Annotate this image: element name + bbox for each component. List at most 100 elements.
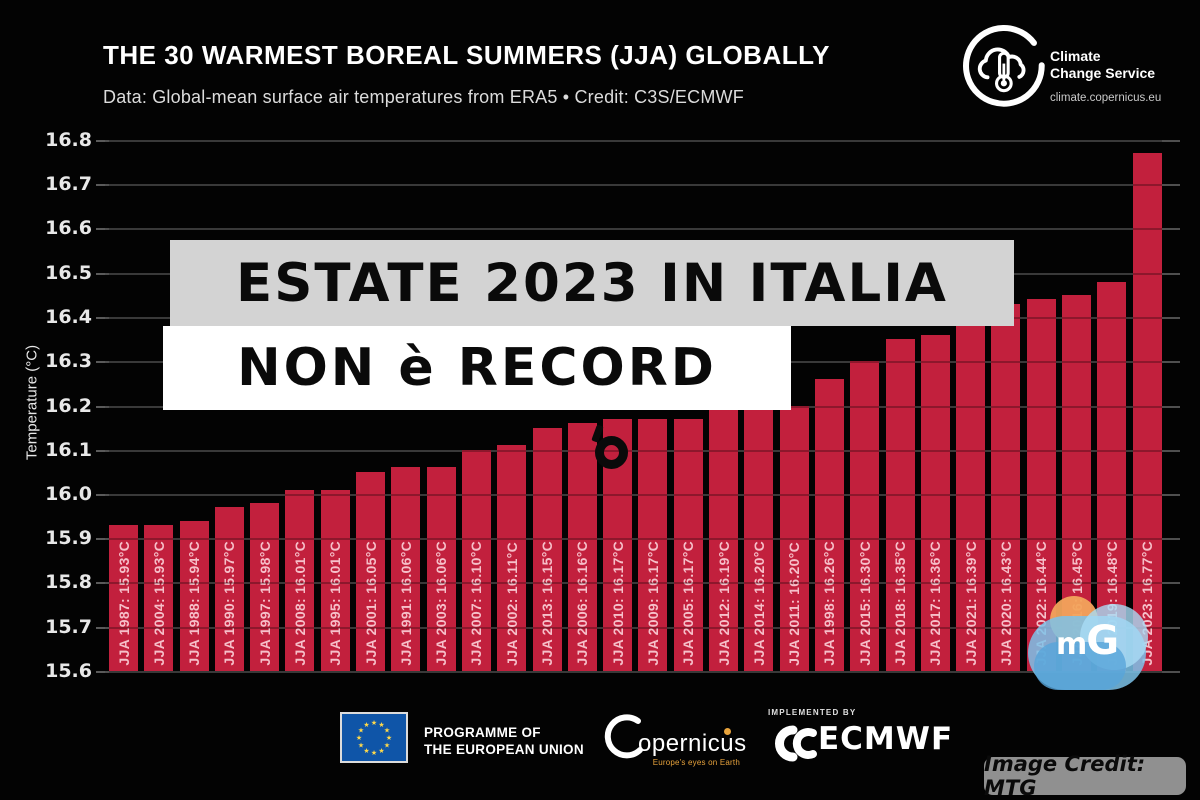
y-tick-label: 15.8 (45, 571, 92, 593)
eu-star: ★ (358, 727, 364, 735)
eu-star: ★ (378, 721, 384, 729)
y-tick-label: 16.1 (45, 439, 92, 461)
copernicus-sun-dot-icon (724, 728, 731, 735)
bar-label: JJA 2005: 16.17°C (680, 541, 697, 666)
ecmwf-logo: IMPLEMENTED BY ECMWF (766, 708, 952, 770)
y-axis-tick (96, 538, 105, 540)
gridline-shadow (109, 538, 1162, 540)
bar-label: JJA 2011: 16.20°C (786, 542, 803, 666)
gridline-shadow (109, 228, 1162, 230)
bar: JJA 2001: 16.05°C (356, 472, 386, 671)
y-axis-tick (96, 184, 105, 186)
copernicus-crescent-icon (604, 714, 643, 759)
bar: JJA 1988: 15.94°C (179, 521, 209, 671)
gridline-shadow (109, 582, 1162, 584)
y-axis-tick (96, 317, 105, 319)
y-axis-tick (96, 582, 105, 584)
gridline (105, 184, 1180, 186)
ecmwf-glyph-icon (775, 725, 817, 762)
y-axis-tick (96, 671, 105, 673)
bar: JJA 1995: 16.01°C (320, 490, 350, 671)
eu-star: ★ (371, 719, 377, 727)
bar-label: JJA 2021: 16.39°C (962, 541, 979, 666)
watermark-text: mG (1056, 618, 1119, 664)
bar: JJA 2017: 16.36°C (920, 335, 950, 671)
copernicus-climate-change-service-logo: Climate Change Service climate.copernicu… (956, 20, 1192, 116)
bar-label: JJA 1987: 15.93°C (115, 541, 132, 666)
gridline (105, 228, 1180, 230)
y-tick-label: 16.7 (45, 173, 92, 195)
eu-star: ★ (384, 727, 390, 735)
y-axis-tick (96, 450, 105, 452)
eu-star: ★ (356, 734, 362, 742)
y-tick-label: 15.7 (45, 616, 92, 638)
bar-label: JJA 2020: 16.43°C (997, 541, 1014, 666)
chart-subtitle: Data: Global-mean surface air temperatur… (103, 87, 744, 107)
gridline (105, 140, 1180, 142)
gridline-shadow (109, 450, 1162, 452)
bar-label: JJA 2014: 16.20°C (750, 541, 767, 666)
mtg-cloud-watermark: mG (1028, 596, 1153, 698)
bar: JJA 2012: 16.19°C (709, 410, 739, 671)
bar-label: JJA 2012: 16.19°C (715, 541, 732, 666)
bar: JJA 2020: 16.43°C (991, 304, 1021, 671)
gridline-shadow (109, 140, 1162, 142)
bar-label: JJA 2009: 16.17°C (644, 541, 661, 666)
watermark-cloud-blob (1034, 642, 1126, 690)
y-tick-label: 16.2 (45, 395, 92, 417)
bar: JJA 2015: 16.30°C (850, 361, 880, 671)
copernicus-logo: opernicus Europe's eyes on Earth (598, 710, 746, 770)
bar-label: JJA 2004: 15.93°C (150, 541, 167, 666)
bar: JJA 2014: 16.20°C (744, 406, 774, 671)
gridline-shadow (109, 494, 1162, 496)
stray-ring-glyph (595, 436, 628, 469)
bar-label: JJA 2007: 16.10°C (468, 541, 485, 666)
overlay-banner-line2: NON è RECORD (163, 326, 791, 410)
y-tick-label: 16.8 (45, 129, 92, 151)
eu-star: ★ (363, 721, 369, 729)
bar: JJA 2002: 16.11°C (497, 445, 527, 671)
bar-label: JJA 2001: 16.05°C (362, 541, 379, 666)
bar: JJA 2006: 16.16°C (567, 423, 597, 671)
c3s-logo-url: climate.copernicus.eu (1050, 92, 1162, 104)
bar: JJA 2009: 16.17°C (638, 419, 668, 671)
y-axis-tick (96, 140, 105, 142)
eu-star: ★ (384, 742, 390, 750)
ecmwf-wordmark: ECMWF (818, 721, 954, 757)
bar: JJA 1987: 15.93°C (109, 525, 138, 671)
bar: JJA 2008: 16.01°C (285, 490, 315, 671)
y-axis-tick (96, 361, 105, 363)
bar-label: JJA 2006: 16.16°C (574, 541, 591, 666)
bar: JJA 2023: 16.77°C (1132, 153, 1162, 671)
bar-label: JJA 1988: 15.94°C (186, 541, 203, 666)
bar: JJA 2004: 15.93°C (144, 525, 174, 671)
eu-star: ★ (371, 749, 377, 757)
implemented-by-label: IMPLEMENTED BY (768, 708, 857, 717)
bar-label: JJA 2010: 16.17°C (609, 541, 626, 666)
bar-label: JJA 1995: 16.01°C (327, 541, 344, 666)
bar: JJA 2018: 16.35°C (885, 339, 915, 671)
eu-star: ★ (378, 747, 384, 755)
eu-flag-icon: ★ ★ ★ ★ ★ ★ ★ ★ ★ ★ ★ ★ (340, 712, 408, 768)
bar: JJA 1997: 15.98°C (250, 503, 280, 671)
y-axis-tick (96, 228, 105, 230)
cloud-thermometer-icon (960, 24, 1046, 115)
overlay-banner-line1: ESTATE 2023 IN ITALIA (170, 240, 1014, 326)
y-axis-tick (96, 627, 105, 629)
page-title: THE 30 WARMEST BOREAL SUMMERS (JJA) GLOB… (103, 40, 830, 70)
bar-label: JJA 1990: 15.97°C (221, 541, 238, 666)
bar: JJA 2005: 16.17°C (673, 419, 703, 671)
copernicus-wordmark: opernicus (638, 730, 747, 757)
y-tick-label: 16.5 (45, 262, 92, 284)
y-tick-label: 16.0 (45, 483, 92, 505)
eu-star: ★ (386, 734, 392, 742)
bar-label: JJA 2002: 16.11°C (503, 542, 520, 666)
y-tick-label: 15.9 (45, 527, 92, 549)
bar: JJA 1991: 16.06°C (391, 467, 421, 671)
bar: JJA 2007: 16.10°C (461, 450, 491, 671)
y-tick-label: 16.3 (45, 350, 92, 372)
bar: JJA 1998: 16.26°C (814, 379, 844, 671)
bar-label: JJA 2017: 16.36°C (927, 541, 944, 666)
bar-label: JJA 1998: 16.26°C (821, 541, 838, 666)
